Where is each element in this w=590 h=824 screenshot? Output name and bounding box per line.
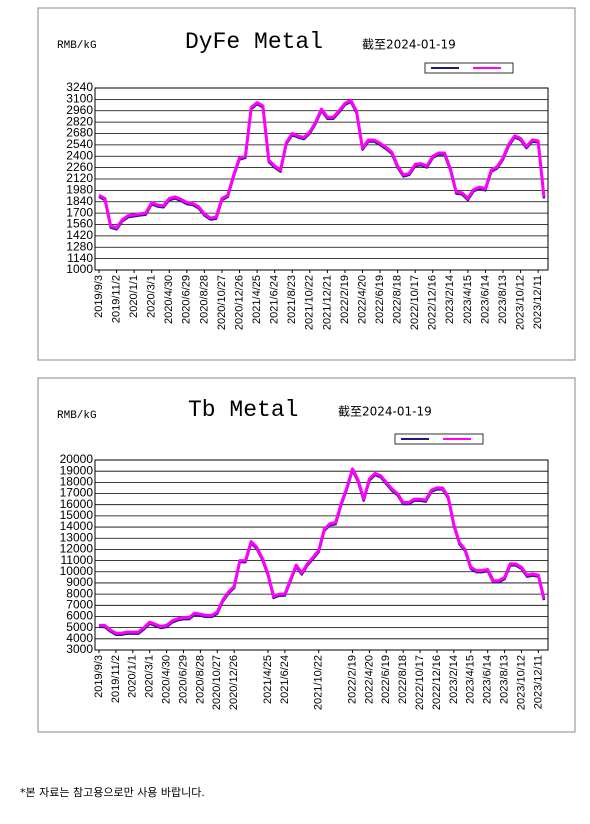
x-tick-label: 2023/4/15: [465, 655, 477, 704]
x-tick-label: 2021/6/24: [279, 655, 291, 704]
x-tick-label: 2022/2/19: [346, 655, 358, 704]
y-tick-label: 11000: [61, 553, 94, 567]
x-tick-label: 2023/12/11: [532, 275, 544, 329]
y-tick-label: 12000: [60, 542, 94, 556]
x-tick-label: 2020/10/27: [216, 275, 228, 330]
y-tick-label: 6000: [66, 609, 93, 623]
x-tick-label: 2020/1/1: [127, 655, 139, 698]
x-tick-label: 2020/4/30: [161, 655, 173, 704]
x-tick-label: 2023/12/11: [532, 655, 544, 709]
x-tick-label: 2022/4/20: [363, 655, 375, 704]
x-tick-label: 2022/6/19: [374, 275, 386, 324]
x-tick-label: 2020/12/26: [233, 275, 245, 330]
x-tick-label: 2021/4/25: [262, 655, 274, 704]
x-tick-label: 2022/10/17: [414, 655, 426, 710]
x-tick-label: 2020/6/29: [181, 275, 193, 324]
x-tick-label: 2020/12/26: [228, 655, 240, 710]
x-tick-label: 2023/8/13: [498, 655, 510, 704]
y-tick-label: 1280: [66, 239, 93, 253]
y-tick-label: 3240: [66, 80, 93, 94]
x-tick-label: 2022/12/16: [427, 275, 439, 330]
x-tick-label: 2021/6/24: [269, 275, 281, 324]
y-tick-label: 17000: [60, 486, 94, 500]
y-tick-label: 16000: [60, 497, 94, 511]
x-tick-label: 2021/4/25: [251, 275, 263, 324]
x-tick-label: 2022/4/20: [356, 275, 368, 324]
y-tick-label: 1140: [67, 251, 93, 265]
y-tick-label: 2820: [66, 114, 93, 128]
x-tick-label: 2020/3/1: [146, 275, 158, 318]
y-tick-label: 1560: [66, 217, 93, 231]
x-tick-label: 2023/2/14: [448, 655, 460, 704]
y-tick-label: 1000: [66, 262, 93, 276]
x-tick-label: 2023/4/15: [462, 275, 474, 324]
legend: [394, 433, 484, 445]
y-tick-label: 7000: [66, 597, 93, 611]
y-tick-label: 3000: [66, 642, 93, 656]
series-line: [98, 98, 546, 230]
y-tick-label: 4000: [66, 631, 93, 645]
x-tick-label: 2020/1/1: [128, 275, 140, 318]
y-tick-label: 2260: [66, 160, 93, 174]
unit-label: RMB/kG: [57, 40, 97, 52]
footnote: *본 자료는 참고용으로만 사용 바랍니다.: [20, 786, 205, 799]
date-note: 截至2024-01-19: [362, 38, 456, 52]
x-tick-label: 2020/10/27: [211, 655, 223, 710]
y-tick-label: 18000: [60, 475, 94, 489]
y-tick-label: 19000: [60, 463, 94, 477]
x-tick-label: 2022/10/17: [409, 275, 421, 330]
x-tick-label: 2023/8/13: [497, 275, 509, 324]
y-tick-label: 1840: [66, 194, 93, 208]
y-tick-label: 5000: [66, 620, 93, 634]
x-tick-label: 2020/4/30: [163, 275, 175, 324]
y-tick-label: 3100: [66, 92, 93, 106]
chart-title: DyFe Metal: [185, 29, 323, 55]
x-tick-label: 2022/8/18: [392, 275, 404, 324]
date-note: 截至2024-01-19: [338, 405, 432, 419]
x-tick-label: 2019/11/2: [110, 655, 122, 703]
y-tick-label: 14000: [60, 519, 94, 533]
y-tick-label: 10000: [60, 564, 94, 578]
y-tick-label: 1700: [66, 205, 93, 219]
x-tick-label: 2022/2/19: [339, 275, 351, 324]
x-tick-label: 2021/10/22: [304, 275, 316, 330]
y-tick-label: 1420: [66, 228, 93, 242]
y-tick-label: 2960: [66, 103, 93, 117]
y-tick-label: 15000: [60, 508, 94, 522]
y-tick-label: 20000: [60, 452, 94, 466]
x-tick-label: 2022/12/16: [431, 655, 443, 710]
x-tick-label: 2020/8/28: [194, 655, 206, 704]
y-tick-label: 2400: [66, 148, 93, 162]
x-tick-label: 2023/10/12: [515, 655, 527, 710]
series-line: [99, 467, 546, 635]
x-tick-label: 2021/10/22: [313, 655, 325, 710]
x-tick-label: 2019/11/2: [110, 275, 122, 323]
plot-area: [94, 459, 549, 651]
x-tick-label: 2023/2/14: [444, 275, 456, 324]
x-tick-label: 2023/6/14: [479, 275, 491, 324]
x-tick-label: 2020/6/29: [177, 655, 189, 704]
x-tick-label: 2022/8/18: [397, 655, 409, 704]
x-tick-label: 2021/8/23: [286, 275, 298, 324]
unit-label: RMB/kG: [57, 410, 97, 422]
x-tick-label: 2021/12/21: [321, 275, 333, 330]
y-tick-label: 2540: [66, 137, 93, 151]
x-tick-label: 2019/9/3: [93, 275, 105, 318]
x-tick-label: 2023/6/14: [482, 655, 494, 704]
x-tick-label: 2023/10/12: [514, 275, 526, 330]
y-tick-label: 2120: [66, 171, 93, 185]
y-tick-label: 9000: [66, 575, 93, 589]
x-tick-label: 2019/9/3: [93, 655, 105, 698]
x-tick-label: 2020/8/28: [198, 275, 210, 324]
y-tick-label: 13000: [60, 530, 94, 544]
x-tick-label: 2022/6/19: [380, 655, 392, 704]
y-tick-label: 1980: [66, 183, 93, 197]
y-tick-label: 8000: [66, 586, 93, 600]
legend: [424, 62, 514, 74]
y-tick-label: 2680: [66, 126, 93, 140]
chart-title: Tb Metal: [188, 397, 298, 423]
x-tick-label: 2020/3/1: [144, 655, 156, 698]
